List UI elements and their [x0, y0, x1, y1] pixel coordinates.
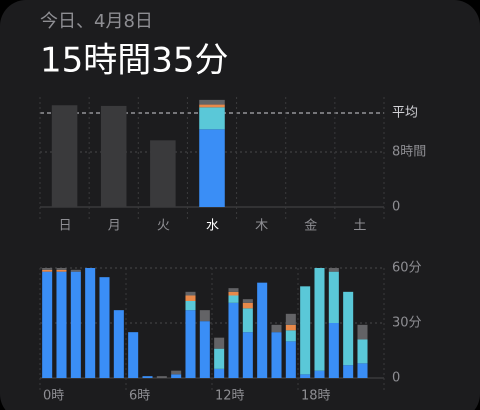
bar-segment	[343, 365, 354, 378]
total-time: 15時間35分	[40, 41, 229, 81]
y-tick-label: 60分	[392, 261, 422, 276]
bar-segment	[328, 268, 339, 272]
bar-segment	[99, 277, 110, 378]
bar-segment	[271, 332, 282, 378]
bar-segment	[242, 299, 253, 303]
y-tick-label: 0	[392, 200, 400, 215]
bar-segment	[42, 271, 53, 378]
bar-segment	[70, 271, 81, 378]
bar-segment	[271, 324, 282, 333]
bar-segment	[42, 268, 53, 270]
bar-segment	[171, 374, 182, 378]
y-tick-label: 0	[392, 371, 400, 386]
bar-segment	[285, 313, 296, 325]
bar-segment	[42, 269, 53, 272]
bar-segment	[285, 330, 296, 342]
x-tick-label: 月	[108, 219, 121, 234]
bar-segment	[300, 374, 311, 378]
bar-segment	[142, 376, 153, 378]
bar-segment	[199, 107, 225, 130]
bar-segment	[185, 295, 196, 301]
bar-segment	[156, 376, 167, 378]
x-tick-label: 18時	[301, 389, 331, 404]
bar-segment	[185, 310, 196, 378]
bar-segment	[214, 348, 225, 369]
bar-segment	[56, 271, 67, 378]
bar-segment	[228, 295, 239, 303]
bar-segment	[357, 339, 368, 364]
bar-segment	[228, 288, 239, 292]
bar-segment	[357, 324, 368, 340]
bar-segment	[228, 302, 239, 378]
bar-segment	[214, 368, 225, 378]
y-tick-label: 30分	[392, 316, 422, 331]
bar-segment	[150, 140, 176, 207]
bar-segment	[199, 310, 210, 322]
bar-segment	[51, 105, 78, 207]
bar-segment	[199, 321, 210, 378]
bar-segment	[56, 269, 67, 272]
x-tick-label: 日	[59, 219, 72, 234]
bar-segment	[328, 271, 339, 323]
bar-segment	[199, 104, 225, 108]
bar-segment	[285, 341, 296, 378]
bar-segment	[257, 282, 268, 378]
bar-segment	[113, 310, 124, 378]
bar-segment	[128, 332, 139, 378]
bar-segment	[228, 291, 239, 296]
x-tick-label: 水	[206, 219, 219, 234]
bar-segment	[100, 105, 127, 207]
bar-segment	[214, 337, 225, 349]
y-tick-label: 8時間	[392, 145, 426, 160]
x-tick-label: 金	[304, 218, 317, 234]
y-tick-label: 平均	[392, 106, 418, 121]
bar-segment	[314, 268, 325, 371]
bar-segment	[300, 286, 311, 375]
x-tick-label: 0時	[43, 389, 64, 404]
x-tick-label: 6時	[129, 389, 150, 404]
bar-segment	[171, 370, 182, 375]
bar-segment	[285, 324, 296, 331]
bar-segment	[185, 291, 196, 296]
x-tick-label: 12時	[215, 389, 245, 404]
bar-segment	[357, 363, 368, 378]
bar-segment	[70, 269, 81, 272]
bar-segment	[242, 332, 253, 378]
bar-segment	[242, 308, 253, 333]
bar-segment	[199, 99, 225, 105]
bar-segment	[199, 129, 225, 207]
bar-segment	[343, 291, 354, 366]
bar-segment	[56, 268, 67, 270]
bar-segment	[85, 268, 96, 378]
bar-segment	[242, 302, 253, 309]
bar-segment	[328, 323, 339, 378]
date-label: 今日、4月8日	[40, 11, 153, 32]
x-tick-label: 火	[157, 219, 170, 234]
bar-segment	[314, 370, 325, 378]
x-tick-label: 土	[353, 219, 366, 234]
bar-segment	[185, 301, 196, 311]
x-tick-label: 木	[255, 219, 268, 234]
